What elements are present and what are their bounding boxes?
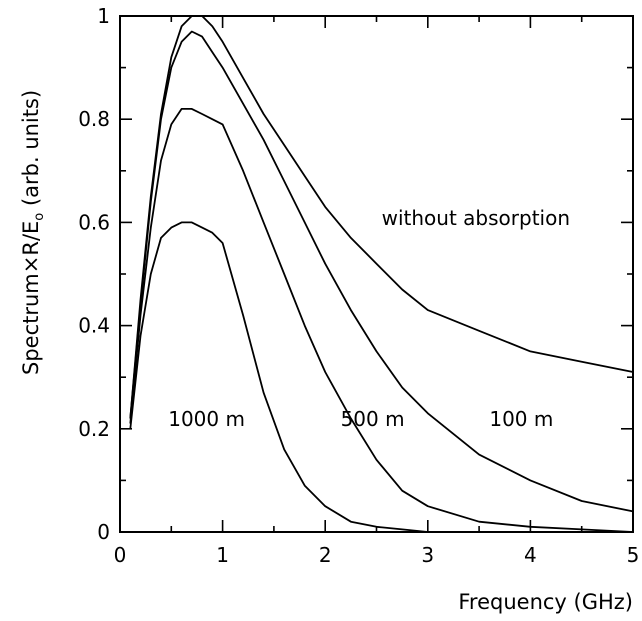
x-tick-label: 1 xyxy=(216,543,229,567)
y-tick-label: 0.2 xyxy=(78,417,110,441)
series-label: 100 m xyxy=(489,407,553,431)
plot-frame xyxy=(119,15,634,533)
x-tick-label: 0 xyxy=(114,543,127,567)
1000-m-curve xyxy=(129,221,633,533)
y-tick-label: 1 xyxy=(97,4,110,28)
y-tick-label: 0.8 xyxy=(78,107,110,131)
series-curves xyxy=(129,15,634,533)
y-tick-label: 0 xyxy=(97,520,110,544)
axis-ticks xyxy=(119,15,634,533)
x-axis-title: Frequency (GHz) xyxy=(458,590,633,614)
x-tick-label: 4 xyxy=(524,543,537,567)
series-label: without absorption xyxy=(382,206,570,230)
y-axis-title-subscript: o xyxy=(32,213,47,221)
100-m-curve xyxy=(129,30,634,513)
y-axis-title: Spectrum×R/Eo (arb. units) xyxy=(19,90,47,375)
without-absorption-curve xyxy=(129,15,634,419)
500-m-curve xyxy=(129,108,634,533)
axis-tick-labels: 0 1 2 3 4 5 0 0.2 0.4 0.6 0.8 1 xyxy=(78,4,639,567)
y-axis-title-main: Spectrum×R/E xyxy=(19,221,43,375)
y-axis-title-tail: (arb. units) xyxy=(19,90,43,213)
series-label: 1000 m xyxy=(168,407,245,431)
y-tick-label: 0.4 xyxy=(78,314,110,338)
x-tick-label: 2 xyxy=(319,543,332,567)
x-tick-label: 3 xyxy=(421,543,434,567)
x-tick-label: 5 xyxy=(627,543,640,567)
series-label: 500 m xyxy=(341,407,405,431)
series-annotations: without absorption 100 m 500 m 1000 m xyxy=(168,206,570,431)
y-tick-label: 0.6 xyxy=(78,210,110,234)
